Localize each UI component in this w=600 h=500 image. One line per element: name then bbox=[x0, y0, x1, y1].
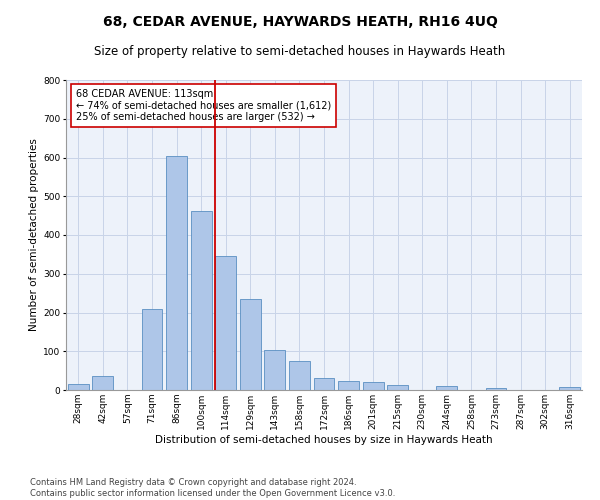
Bar bbox=[338, 382, 359, 390]
Bar bbox=[485, 388, 506, 390]
Bar bbox=[68, 384, 89, 390]
Bar bbox=[240, 299, 261, 390]
Bar bbox=[166, 156, 187, 390]
Text: Size of property relative to semi-detached houses in Haywards Heath: Size of property relative to semi-detach… bbox=[94, 45, 506, 58]
Text: 68 CEDAR AVENUE: 113sqm
← 74% of semi-detached houses are smaller (1,612)
25% of: 68 CEDAR AVENUE: 113sqm ← 74% of semi-de… bbox=[76, 90, 332, 122]
Bar bbox=[142, 308, 163, 390]
Bar bbox=[362, 382, 383, 390]
Bar bbox=[265, 350, 286, 390]
Bar bbox=[559, 387, 580, 390]
X-axis label: Distribution of semi-detached houses by size in Haywards Heath: Distribution of semi-detached houses by … bbox=[155, 434, 493, 444]
Bar bbox=[289, 360, 310, 390]
Bar bbox=[92, 376, 113, 390]
Bar bbox=[436, 386, 457, 390]
Bar bbox=[191, 211, 212, 390]
Text: Contains HM Land Registry data © Crown copyright and database right 2024.
Contai: Contains HM Land Registry data © Crown c… bbox=[30, 478, 395, 498]
Bar bbox=[215, 256, 236, 390]
Y-axis label: Number of semi-detached properties: Number of semi-detached properties bbox=[29, 138, 39, 332]
Bar bbox=[314, 378, 334, 390]
Text: 68, CEDAR AVENUE, HAYWARDS HEATH, RH16 4UQ: 68, CEDAR AVENUE, HAYWARDS HEATH, RH16 4… bbox=[103, 15, 497, 29]
Bar bbox=[387, 385, 408, 390]
